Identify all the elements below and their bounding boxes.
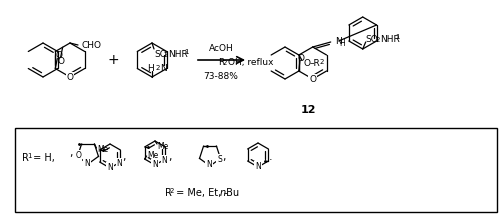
Text: S: S (217, 155, 222, 164)
Text: Me: Me (98, 145, 108, 154)
Text: 2: 2 (223, 60, 227, 66)
Text: O: O (57, 57, 64, 66)
Text: O: O (309, 75, 316, 83)
Text: .: . (269, 152, 273, 162)
Text: 73-88%: 73-88% (204, 72, 238, 80)
Text: Me: Me (157, 141, 168, 150)
Text: O: O (298, 53, 304, 63)
Text: O: O (66, 73, 73, 82)
Text: 12: 12 (300, 105, 316, 115)
Text: AcOH: AcOH (208, 44, 234, 53)
Text: 2: 2 (376, 37, 380, 43)
Text: R: R (218, 58, 224, 66)
Text: SO: SO (366, 34, 378, 44)
Text: R: R (22, 153, 29, 163)
Text: 2: 2 (164, 52, 168, 58)
Text: = H,: = H, (30, 153, 61, 163)
Text: R: R (165, 188, 172, 198)
Text: OH, reflux: OH, reflux (228, 58, 274, 66)
Text: N: N (107, 162, 113, 172)
Text: 2: 2 (170, 188, 174, 194)
Text: N: N (160, 63, 167, 73)
Text: NHR: NHR (168, 49, 188, 58)
Text: –R: –R (310, 58, 320, 68)
Text: 1: 1 (396, 34, 400, 40)
Text: CHO: CHO (82, 41, 102, 49)
Text: O: O (56, 51, 63, 60)
Text: ,: , (222, 152, 226, 162)
Text: H: H (147, 63, 154, 73)
Text: Me: Me (148, 150, 159, 160)
Text: N: N (206, 160, 212, 169)
Text: N: N (255, 162, 261, 170)
Text: O: O (76, 151, 82, 160)
Text: SO: SO (154, 49, 167, 58)
Text: = Me, Et,: = Me, Et, (173, 188, 225, 198)
Bar (15, 128, 497, 212)
Text: ,: , (168, 152, 172, 162)
Text: n: n (220, 188, 226, 198)
Text: H: H (340, 39, 345, 48)
Text: O: O (304, 58, 311, 68)
Text: NHR: NHR (380, 34, 400, 44)
Text: N: N (334, 36, 342, 46)
Text: N: N (152, 160, 158, 169)
Text: N: N (84, 158, 90, 167)
Text: 2: 2 (156, 65, 160, 71)
Text: N: N (162, 155, 168, 165)
Text: ,: , (69, 148, 73, 158)
Text: -Bu: -Bu (224, 188, 240, 198)
Text: 2: 2 (320, 59, 324, 65)
Text: ,: , (122, 152, 126, 162)
Text: +: + (107, 53, 119, 67)
Text: N: N (116, 158, 122, 167)
Text: 1: 1 (27, 153, 32, 159)
Text: 1: 1 (184, 49, 188, 55)
